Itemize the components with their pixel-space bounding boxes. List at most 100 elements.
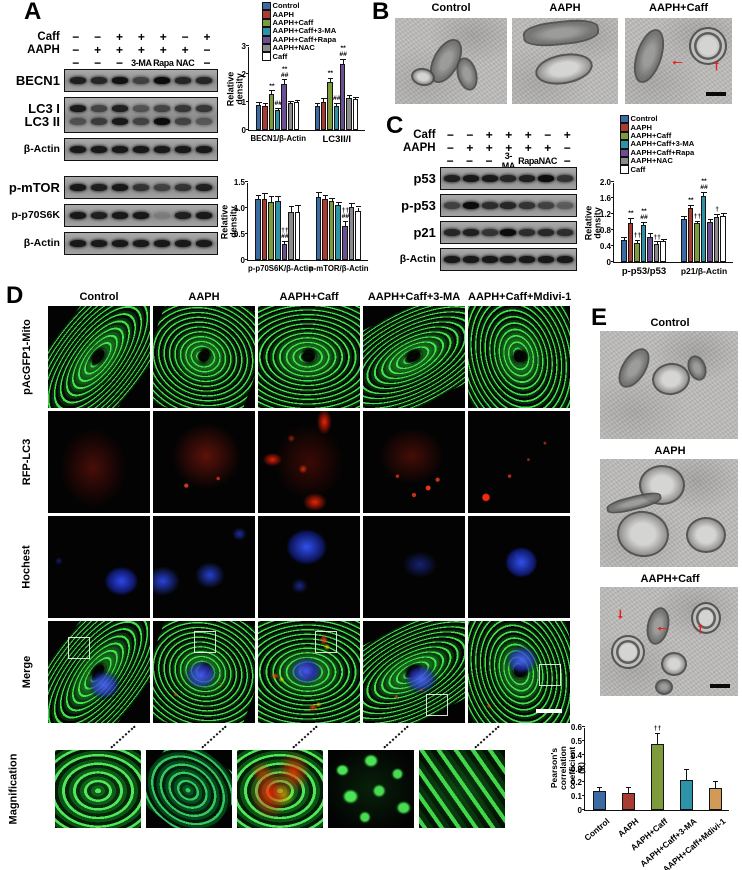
fluorescence-tile-hochest-3ma xyxy=(363,516,465,618)
x-category-label: p-mTOR/β-Actin xyxy=(308,264,369,273)
error-bar xyxy=(656,733,658,744)
legend-swatch xyxy=(620,140,629,149)
treatment-label: AAPH xyxy=(27,43,60,56)
legend-swatch xyxy=(620,114,629,124)
bar xyxy=(700,196,707,262)
error-bar xyxy=(317,104,319,107)
error-bar xyxy=(342,60,344,65)
y-tick-mark xyxy=(245,129,249,130)
blot-band-box xyxy=(63,69,218,92)
em-title: Control xyxy=(431,2,471,14)
treatment-symbol: − xyxy=(115,55,123,70)
error-bar-cap xyxy=(621,237,628,238)
y-tick-label: 0.2 xyxy=(570,778,582,788)
y-tick-mark xyxy=(244,233,248,234)
treatment-row: − − −3-MA Rapa NAC − xyxy=(382,151,577,171)
blot-band-group: β-Actin xyxy=(6,232,218,255)
bar xyxy=(627,223,634,262)
protein-band xyxy=(481,175,498,182)
error-bar xyxy=(264,103,266,107)
y-tick-label: 2.0 xyxy=(599,178,611,187)
y-tick-mark xyxy=(581,726,585,727)
bar xyxy=(593,790,606,810)
y-tick-label: 0.4 xyxy=(570,750,582,760)
bar xyxy=(713,217,720,262)
treatment-symbol: − xyxy=(72,55,80,70)
y-tick-label: 0.1 xyxy=(570,792,582,802)
band-row xyxy=(67,209,215,222)
roi-box xyxy=(315,631,338,654)
error-bar xyxy=(656,242,658,245)
blot-band-box xyxy=(63,204,218,227)
y-tick-mark xyxy=(610,197,614,198)
error-bar-cap xyxy=(707,219,714,220)
error-bar xyxy=(643,222,645,226)
blot-band-labels: p-p53 xyxy=(382,194,440,217)
plot-area: 0 1 2 3 ** ## ** ## ** ## ** ## BECN1/β-Actin LC3II… xyxy=(242,42,365,145)
protein-band xyxy=(196,146,213,153)
band-row xyxy=(67,237,215,250)
error-bar xyxy=(663,239,665,242)
protein-band xyxy=(175,77,192,84)
treatment-symbol: − xyxy=(203,55,211,70)
legend-label: AAPH xyxy=(630,122,653,132)
protein-band xyxy=(175,118,192,125)
bar xyxy=(352,99,358,130)
protein-band xyxy=(154,118,171,125)
treatment-symbol: 3-MA xyxy=(501,150,516,171)
error-bar-cap xyxy=(647,233,654,235)
error-bar xyxy=(329,79,331,83)
y-tick-label: 0.4 xyxy=(599,242,611,251)
band-row xyxy=(443,172,574,185)
protein-band xyxy=(132,77,149,84)
protein-band xyxy=(69,77,86,84)
error-bar-cap xyxy=(268,195,275,197)
y-tick-mark xyxy=(245,45,249,46)
fluorescence-tile-lc3-control xyxy=(48,411,150,513)
bar xyxy=(294,211,301,260)
protein-band xyxy=(500,175,517,182)
blot-band-box xyxy=(439,248,577,271)
protein-band xyxy=(196,105,213,112)
treatment-symbol: + xyxy=(524,127,532,142)
legend-item: Caff xyxy=(262,52,336,61)
protein-band xyxy=(196,77,213,84)
legend-label: Control xyxy=(630,114,658,124)
y-axis-label: Relative density xyxy=(219,204,238,239)
treatment-symbol: + xyxy=(524,140,532,155)
treatment-symbol: − xyxy=(544,127,552,142)
error-bar xyxy=(355,97,357,100)
error-bar xyxy=(630,219,632,224)
error-bar-cap xyxy=(282,240,288,242)
bar xyxy=(288,212,294,260)
protein-band xyxy=(444,202,461,209)
y-tick-mark xyxy=(610,213,614,214)
error-bar xyxy=(290,206,292,213)
bar xyxy=(256,104,262,130)
protein-band xyxy=(537,229,554,236)
treatment-symbol: − xyxy=(466,127,474,142)
red-arrow-icon: ↓ xyxy=(616,604,625,622)
error-bar xyxy=(716,215,718,218)
em-title: AAPH+Caff xyxy=(649,2,708,14)
protein-band xyxy=(154,184,171,191)
bar xyxy=(687,208,694,262)
error-bar xyxy=(331,198,333,202)
treatment-symbol: − xyxy=(72,29,80,44)
error-bar xyxy=(685,769,687,780)
legend-swatch xyxy=(620,131,629,141)
significance-marker: ** xyxy=(628,210,634,218)
bar xyxy=(328,201,335,260)
bar xyxy=(622,793,635,810)
error-bar xyxy=(709,220,711,222)
error-bar xyxy=(696,221,698,224)
y-tick-label: 0.6 xyxy=(570,723,582,732)
error-bar xyxy=(649,234,651,238)
bar xyxy=(281,83,287,130)
protein-band xyxy=(90,184,107,191)
significance-marker: †† xyxy=(653,233,661,241)
em-image-aaph-caff: ← ↑ xyxy=(625,18,732,104)
protein-band xyxy=(69,118,86,125)
protein-band xyxy=(519,229,536,236)
error-bar-cap xyxy=(333,103,340,105)
